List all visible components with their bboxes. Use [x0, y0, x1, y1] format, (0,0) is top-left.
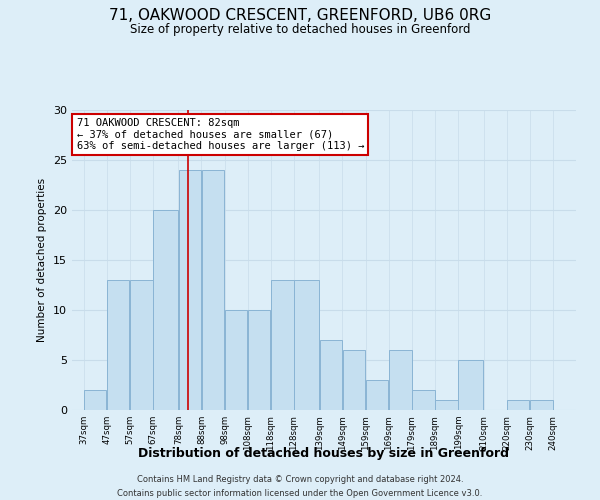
- Bar: [530, 400, 553, 410]
- Text: 71 OAKWOOD CRESCENT: 82sqm
← 37% of detached houses are smaller (67)
63% of semi: 71 OAKWOOD CRESCENT: 82sqm ← 37% of deta…: [77, 118, 364, 151]
- Bar: [458, 360, 483, 410]
- Text: Size of property relative to detached houses in Greenford: Size of property relative to detached ho…: [130, 22, 470, 36]
- Bar: [320, 340, 342, 410]
- Bar: [225, 310, 247, 410]
- Bar: [202, 170, 224, 410]
- Bar: [271, 280, 293, 410]
- Text: Contains HM Land Registry data © Crown copyright and database right 2024.
Contai: Contains HM Land Registry data © Crown c…: [118, 476, 482, 498]
- Bar: [507, 400, 529, 410]
- Text: Distribution of detached houses by size in Greenford: Distribution of detached houses by size …: [139, 448, 509, 460]
- Bar: [130, 280, 152, 410]
- Bar: [436, 400, 458, 410]
- Bar: [389, 350, 412, 410]
- Bar: [153, 210, 178, 410]
- Text: 71, OAKWOOD CRESCENT, GREENFORD, UB6 0RG: 71, OAKWOOD CRESCENT, GREENFORD, UB6 0RG: [109, 8, 491, 22]
- Bar: [107, 280, 130, 410]
- Y-axis label: Number of detached properties: Number of detached properties: [37, 178, 47, 342]
- Bar: [179, 170, 201, 410]
- Bar: [412, 390, 434, 410]
- Bar: [294, 280, 319, 410]
- Bar: [366, 380, 388, 410]
- Bar: [84, 390, 106, 410]
- Bar: [248, 310, 271, 410]
- Bar: [343, 350, 365, 410]
